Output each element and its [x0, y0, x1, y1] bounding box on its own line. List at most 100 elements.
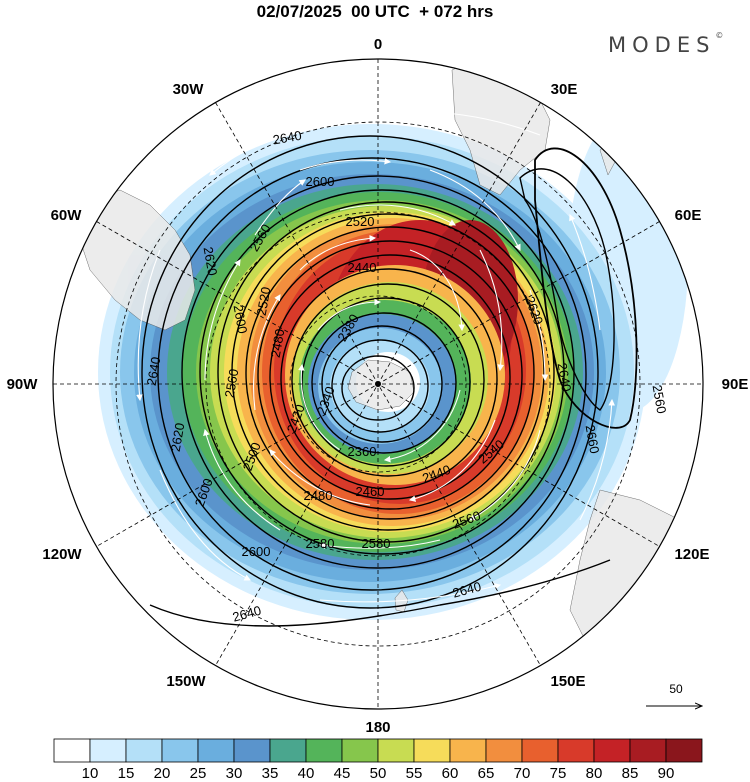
- contour-2560: [217, 201, 555, 543]
- wind-vector: [409, 249, 466, 332]
- wind-vector: [298, 363, 341, 451]
- lon-label-0: 0: [374, 36, 382, 53]
- colorbar-swatch: [125, 738, 163, 763]
- contour-2420: [301, 297, 471, 467]
- colorbar-tick-label: 65: [478, 765, 495, 782]
- contour-2640-south: [149, 559, 611, 627]
- colorbar-swatch: [449, 738, 487, 763]
- contour-label: 2580: [362, 536, 391, 551]
- contour-2620: [157, 157, 587, 591]
- contour-2520: [245, 226, 535, 520]
- wind-vectors: [136, 108, 616, 603]
- colorbar-tick-label: 45: [334, 765, 351, 782]
- wind-vector: [299, 158, 392, 171]
- contour-label: 2640: [451, 579, 483, 601]
- colorbar-tick-label: 25: [190, 765, 207, 782]
- colorbar-tick-label: 80: [586, 765, 603, 782]
- colorbar-swatch: [665, 738, 703, 763]
- contour-label: 2600: [242, 544, 271, 559]
- lon-label-150e: 150E: [550, 673, 585, 690]
- contour-2500: [257, 240, 523, 510]
- colorbar-swatch: [341, 738, 379, 763]
- reference-vector: 50: [646, 682, 702, 706]
- colorbar-swatch: [161, 738, 199, 763]
- colorbar-swatch: [593, 738, 631, 763]
- contour-2580: [199, 189, 565, 555]
- contour-2540: [231, 213, 545, 531]
- colorbar-swatch: [377, 738, 415, 763]
- wind-vector: [529, 289, 549, 382]
- contour-2640: [141, 135, 599, 609]
- wind-vector: [159, 469, 251, 581]
- colorbar-tick-label: 85: [622, 765, 639, 782]
- wind-vector: [579, 398, 616, 521]
- wind-vector: [209, 119, 331, 176]
- contour-2400: [311, 312, 457, 454]
- colorbar-tick-label: 20: [154, 765, 171, 782]
- colorbar-tick-label: 50: [370, 765, 387, 782]
- contour-label: 2640: [555, 362, 575, 393]
- map-boundary: [52, 58, 704, 710]
- colorbar-swatch: [521, 738, 559, 763]
- lon-label-30e: 30E: [551, 81, 578, 98]
- lon-label-120w: 120W: [42, 546, 82, 563]
- colorbar: 10 15 20 25 30 35 40 45 50 55 60 65 70 75 80 85 90: [53, 738, 703, 782]
- colorbar-tick-label: 15: [118, 765, 135, 782]
- contour-2660-east: [534, 147, 638, 429]
- wind-vector: [204, 259, 241, 381]
- copyright-mark: ©: [715, 31, 724, 40]
- colorbar-swatch: [53, 738, 91, 763]
- wind-vector: [569, 213, 601, 331]
- contour-label: 2520: [346, 214, 375, 229]
- wind-vector: [318, 539, 441, 549]
- contour-label: 2480: [268, 328, 288, 359]
- contour-label: 2580: [306, 536, 335, 551]
- longitude-labels: 0 30E 60E 90E 120E 150E 180 150W 120W 90…: [7, 36, 749, 736]
- land: [79, 61, 701, 651]
- wind-vector: [317, 298, 382, 331]
- brand-name: MODES: [608, 33, 716, 57]
- contour-2460: [280, 268, 498, 490]
- wind-vector: [299, 235, 377, 271]
- contour-label: 2360: [348, 444, 377, 459]
- wind-vector: [479, 249, 504, 372]
- colorbar-swatch: [197, 738, 235, 763]
- brand-logo: MODES©: [608, 31, 724, 57]
- contour-label: 2640: [272, 128, 303, 148]
- lon-label-90w: 90W: [7, 376, 39, 393]
- contour-label: 2520: [254, 286, 274, 317]
- colorbar-tick-label: 55: [406, 765, 423, 782]
- lon-label-150w: 150W: [166, 673, 206, 690]
- wind-vector: [269, 449, 371, 506]
- contour-label: 2620: [168, 422, 188, 453]
- south-pole-marker: [375, 381, 381, 387]
- colorbar-swatch: [89, 738, 127, 763]
- height-contours: [141, 135, 638, 627]
- contour-label: 2460: [356, 484, 385, 499]
- wind-vector: [429, 169, 521, 251]
- colorbar-swatch: [485, 738, 523, 763]
- colorbar-tick-label: 30: [226, 765, 243, 782]
- contour-label: 2660: [583, 424, 603, 455]
- colorbar-tick-label: 40: [298, 765, 315, 782]
- wind-vector: [254, 179, 306, 236]
- lon-label-30w: 30W: [173, 81, 205, 98]
- wind-vector: [383, 389, 461, 463]
- wind-vector: [418, 108, 541, 136]
- lon-label-60e: 60E: [675, 207, 702, 224]
- contour-2440: [291, 283, 485, 477]
- contour-label: 2480: [304, 488, 333, 503]
- colorbar-swatch: [269, 738, 307, 763]
- contour-label: 2560: [650, 384, 670, 415]
- colorbar-tick-label: 60: [442, 765, 459, 782]
- contour-label: 2600: [306, 174, 335, 189]
- colorbar-swatch: [305, 738, 343, 763]
- contour-label: 2440: [348, 260, 377, 275]
- contour-label: 2620: [201, 246, 221, 277]
- wind-vector: [136, 249, 161, 402]
- colorbar-swatch: [413, 738, 451, 763]
- contour-2360: [331, 339, 429, 433]
- colorbar-tick-label: 90: [658, 765, 675, 782]
- contour-label: 2640: [144, 356, 164, 387]
